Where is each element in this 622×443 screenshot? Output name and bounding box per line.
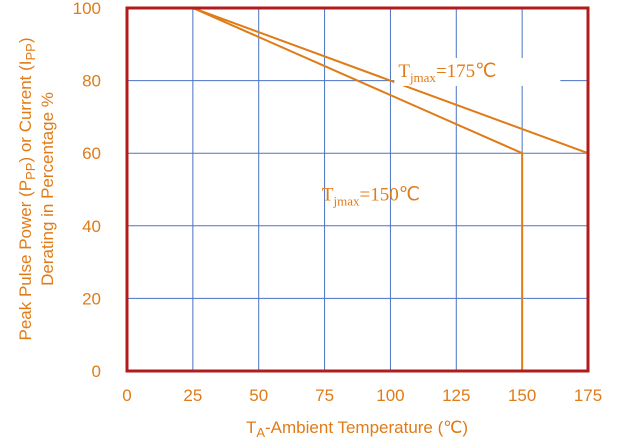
x-tick-label-25: 25	[183, 386, 202, 405]
x-tick-labels: 0 25 50 75 100 125 150 175	[122, 386, 602, 405]
x-tick-label-50: 50	[249, 386, 268, 405]
x-tick-label-175: 175	[574, 386, 602, 405]
y-tick-label-0: 0	[92, 362, 101, 381]
x-tick-label-100: 100	[376, 386, 404, 405]
x-tick-label-125: 125	[442, 386, 470, 405]
y-tick-label-100: 100	[73, 0, 101, 18]
annotation-bg-1	[394, 57, 561, 86]
plot-frame	[125, 6, 590, 373]
annotations: Tjmax=175℃ Tjmax=150℃	[322, 57, 561, 208]
y-axis-title-line1: Peak Pulse Power (PPP) or Current (IPP)	[16, 37, 38, 340]
y-axis-title-line2: Derating in Percentage %	[38, 92, 57, 286]
x-axis-title: TA-Ambient Temperature (℃)	[246, 418, 468, 440]
y-tick-label-40: 40	[82, 217, 101, 236]
series-annotation-2: Tjmax=150℃	[322, 184, 420, 208]
y-tick-labels: 0 20 40 60 80 100	[73, 0, 101, 381]
x-tick-label-75: 75	[315, 386, 334, 405]
y-tick-label-20: 20	[82, 289, 101, 308]
x-tick-label-150: 150	[508, 386, 536, 405]
x-tick-label-0: 0	[122, 386, 131, 405]
y-tick-label-80: 80	[82, 72, 101, 91]
y-tick-label-60: 60	[82, 144, 101, 163]
series-annotation-1: Tjmax=175℃	[398, 61, 496, 85]
